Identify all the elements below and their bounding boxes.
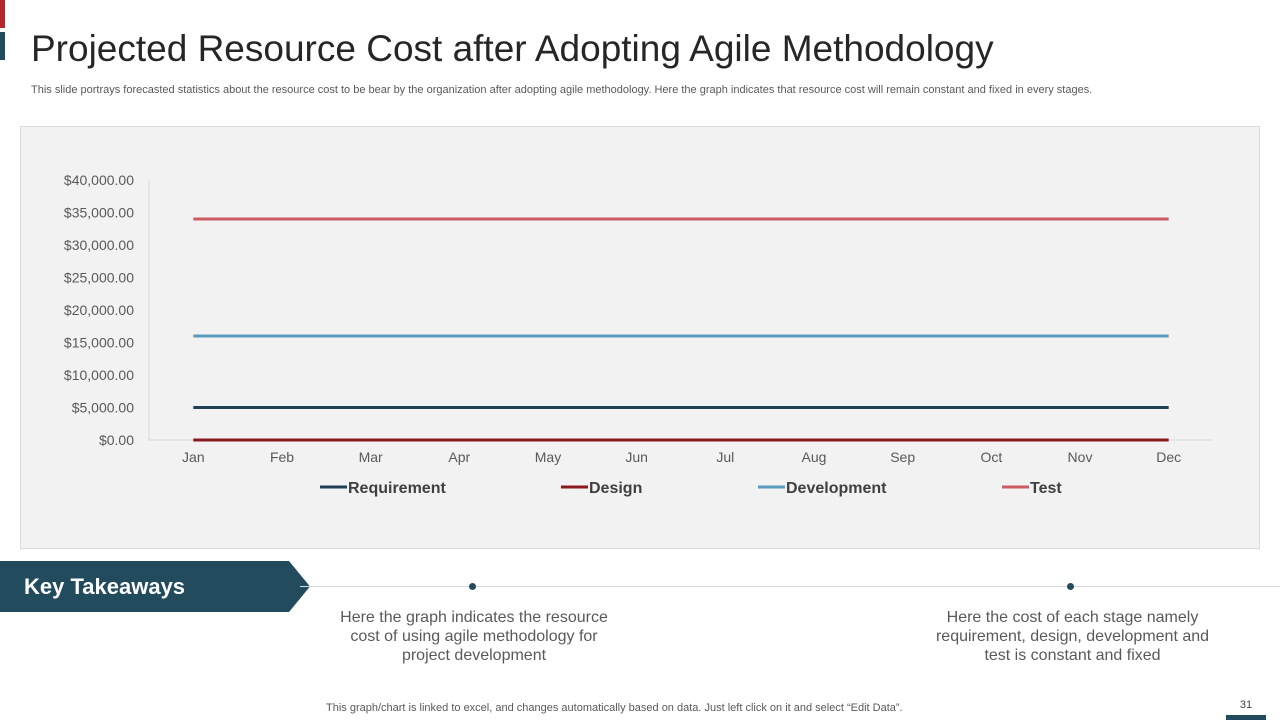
x-tick-label: Jul xyxy=(716,449,734,465)
x-tick-label: Mar xyxy=(359,449,383,465)
y-tick-label: $20,000.00 xyxy=(64,302,134,318)
slide-subtitle: This slide portrays forecasted statistic… xyxy=(31,84,1093,96)
key-takeaways-heading: Key Takeaways xyxy=(24,574,186,599)
x-tick-label: May xyxy=(535,449,561,465)
y-tick-label: $0.00 xyxy=(99,432,134,448)
y-tick-label: $30,000.00 xyxy=(64,237,134,253)
y-tick-label: $10,000.00 xyxy=(64,367,134,383)
title-accent-red xyxy=(0,0,5,28)
x-axis-ticks: Jan Feb Mar Apr May Jun Jul Aug Sep Oct Nov Dec xyxy=(182,449,1181,465)
page-number-bar xyxy=(1226,715,1266,720)
y-axis-ticks: $0.00 $5,000.00 $10,000.00 $15,000.00 $20,00… xyxy=(64,172,134,448)
key-takeaways-banner xyxy=(0,561,310,612)
x-tick-label: Jan xyxy=(182,449,205,465)
line-chart[interactable]: $0.00 $5,000.00 $10,000.00 $15,000.00 $20,00… xyxy=(21,127,1259,548)
takeaways-divider xyxy=(300,586,1280,587)
title-accent-teal xyxy=(0,32,5,60)
legend-label: Design xyxy=(589,480,642,497)
takeaway-bullet-1 xyxy=(469,583,476,590)
legend-label: Development xyxy=(786,480,887,497)
legend-label: Test xyxy=(1030,480,1062,497)
x-tick-label: Nov xyxy=(1068,449,1093,465)
footer-note: This graph/chart is linked to excel, and… xyxy=(326,702,903,714)
legend-label: Requirement xyxy=(348,480,446,497)
y-tick-label: $40,000.00 xyxy=(64,172,134,188)
y-tick-label: $25,000.00 xyxy=(64,270,134,286)
legend-item-design[interactable]: Design xyxy=(561,480,642,497)
x-tick-label: Apr xyxy=(448,449,470,465)
chart-panel[interactable]: $0.00 $5,000.00 $10,000.00 $15,000.00 $20,00… xyxy=(20,126,1260,549)
x-tick-label: Oct xyxy=(980,449,1002,465)
legend-item-requirement[interactable]: Requirement xyxy=(320,480,446,497)
legend-item-test[interactable]: Test xyxy=(1002,480,1062,497)
page-number: 31 xyxy=(1239,699,1253,711)
takeaway-point-2: Here the cost of each stage namely requi… xyxy=(935,609,1210,664)
x-tick-label: Dec xyxy=(1156,449,1181,465)
series-lines xyxy=(193,217,1169,442)
x-tick-label: Jun xyxy=(625,449,648,465)
takeaway-point-1: Here the graph indicates the resource co… xyxy=(340,609,608,664)
legend-item-development[interactable]: Development xyxy=(758,480,887,497)
x-tick-label: Aug xyxy=(802,449,827,465)
y-tick-label: $15,000.00 xyxy=(64,335,134,351)
chart-legend[interactable]: Requirement Design Development Test xyxy=(320,480,1062,497)
x-tick-label: Sep xyxy=(890,449,915,465)
y-tick-label: $5,000.00 xyxy=(72,400,134,416)
takeaway-bullet-2 xyxy=(1067,583,1074,590)
slide-title: Projected Resource Cost after Adopting A… xyxy=(31,28,994,69)
y-tick-label: $35,000.00 xyxy=(64,205,134,221)
x-tick-label: Feb xyxy=(270,449,294,465)
